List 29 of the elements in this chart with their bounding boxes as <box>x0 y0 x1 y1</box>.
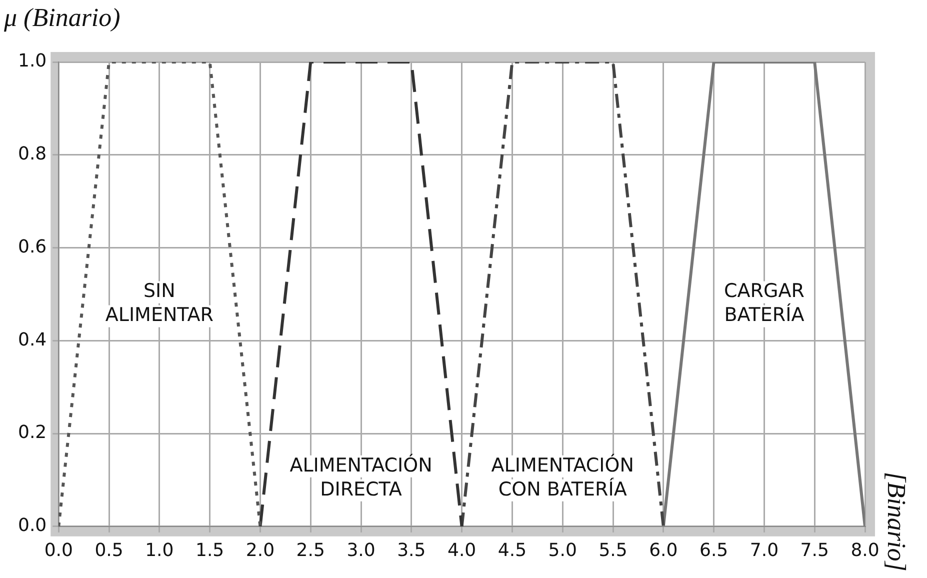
y-tick-label: 0.0 <box>18 515 47 536</box>
text: [Binario] <box>882 472 912 572</box>
x-tick-label: 6.0 <box>649 540 678 561</box>
x-tick-label: 7.5 <box>800 540 829 561</box>
y-axis-title: μ (Binario) <box>3 2 120 32</box>
x-tick-label: 3.0 <box>346 540 376 561</box>
x-tick-label: 6.5 <box>699 540 728 561</box>
x-tick-label: 8.0 <box>850 540 880 561</box>
x-tick-label: 1.0 <box>145 540 174 561</box>
y-tick-label: 1.0 <box>18 50 47 72</box>
x-tick-label: 1.5 <box>196 540 224 561</box>
x-tick-label: 3.5 <box>397 540 426 561</box>
series-label: ALIMENTACIÓN CON BATERÍA <box>491 453 634 500</box>
x-tick-label: 2.0 <box>246 540 275 561</box>
series-label: ALIMENTACIÓN DIRECTA <box>290 453 432 500</box>
x-tick-label: 4.5 <box>498 540 527 561</box>
y-tick-label: 0.8 <box>18 144 47 165</box>
x-tick-label: 2.5 <box>296 540 325 561</box>
x-tick-label: 4.0 <box>447 540 476 561</box>
x-tick-label: 0.5 <box>94 540 124 561</box>
x-tick-label: 7.0 <box>750 540 779 561</box>
x-tick-label: 5.5 <box>598 540 628 561</box>
x-tick-label: 0.0 <box>44 540 73 561</box>
y-tick-label: 0.6 <box>18 236 47 258</box>
series-label: CARGAR BATERÍA <box>724 280 804 326</box>
x-tick-label: 5.0 <box>548 540 577 561</box>
series-label: SIN ALIMENTAR <box>105 280 214 326</box>
y-tick-label: 0.2 <box>18 422 47 444</box>
y-tick-label: 0.4 <box>18 329 47 350</box>
